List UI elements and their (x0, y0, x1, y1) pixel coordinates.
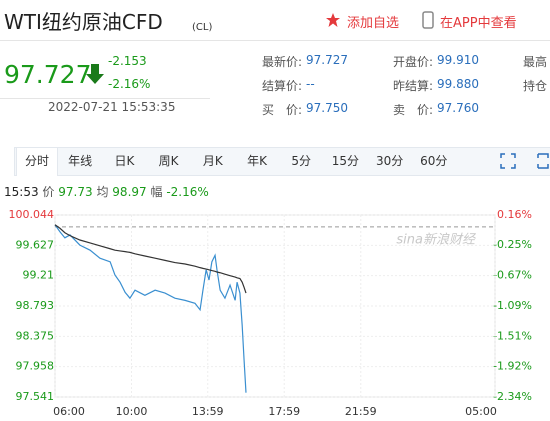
tab[interactable]: 年线 (68, 154, 93, 168)
info-value: 98.97 (112, 185, 147, 199)
info-label: 均 (96, 185, 109, 199)
tab[interactable]: 15分 (331, 154, 360, 168)
timestamp: 2022-07-21 15:53:35 (48, 100, 176, 114)
field-label: 最高 (523, 55, 548, 69)
y2-tick-label: -0.67% (493, 268, 532, 281)
field-label: 最新价: (262, 55, 303, 69)
y-tick-label: 99.21 (23, 269, 55, 282)
price: 97.727 (4, 60, 92, 89)
field-value: 99.880 (437, 77, 479, 91)
x-tick-label: 06:00 (53, 405, 85, 418)
info-row: 15:53 价 97.73 均 98.97 幅 -2.16% (4, 183, 209, 200)
y-tick-label: 97.958 (16, 360, 55, 373)
title: WTI纽约原油CFD (4, 10, 163, 34)
change-pct: -2.16% (108, 77, 151, 91)
info-value: 97.73 (58, 185, 93, 199)
tab[interactable]: 年K (247, 154, 267, 168)
tab[interactable]: 5分 (291, 154, 311, 168)
info-label: 幅 (150, 185, 163, 199)
down-arrow (86, 64, 104, 84)
y2-tick-label: -1.51% (493, 330, 532, 343)
watch-icon[interactable] (325, 12, 341, 28)
series-line (54, 224, 247, 294)
field-value: 97.727 (306, 53, 348, 67)
tab[interactable]: 30分 (375, 154, 404, 168)
tab-bar (14, 147, 550, 176)
y2-tick-label: -0.25% (493, 238, 532, 251)
y-tick-label: 100.044 (9, 208, 55, 221)
tool-icons[interactable] (500, 153, 550, 169)
series-line (54, 224, 247, 393)
y-tick-label: 98.375 (16, 329, 55, 342)
x-tick-label: 10:00 (116, 405, 148, 418)
tab[interactable]: 月K (202, 154, 223, 168)
y2-tick-label: -2.34% (493, 390, 532, 403)
y-tick-label: 98.793 (16, 299, 55, 312)
field-value: 97.750 (306, 101, 348, 115)
info-time: 15:53 (4, 185, 39, 199)
field-label: 买 价: (262, 103, 303, 117)
tab[interactable]: 周K (158, 154, 179, 168)
field-label: 昨结算: (393, 79, 434, 93)
add-watch[interactable]: 添加自选 (347, 16, 400, 31)
y2-tick-label: -1.92% (493, 359, 532, 372)
tab[interactable]: 分时 (16, 148, 58, 176)
y-tick-label: 97.541 (16, 390, 55, 403)
divider (0, 98, 210, 99)
info-label: 价 (42, 185, 55, 199)
code: (CL) (192, 22, 213, 33)
field-label: 持仓 (523, 79, 548, 93)
field-label: 卖 价: (393, 103, 434, 117)
field-label: 开盘价: (393, 55, 434, 69)
tab[interactable]: 日K (114, 154, 135, 168)
y2-tick-label: 0.16% (497, 208, 532, 221)
x-tick-label: 05:00 (465, 405, 497, 418)
field-value: 97.760 (437, 101, 479, 115)
x-tick-label: 17:59 (268, 405, 300, 418)
y-tick-label: 99.627 (16, 238, 55, 251)
tab[interactable]: 60分 (420, 154, 448, 168)
open-app[interactable]: 在APP中查看 (440, 16, 517, 31)
field-value: 99.910 (437, 53, 479, 67)
divider (0, 40, 550, 41)
x-tick-label: 13:59 (192, 405, 224, 418)
watermark: sina新浪财经 (396, 232, 477, 248)
change: -2.153 (108, 54, 147, 68)
field-value: -- (306, 77, 315, 91)
x-tick-label: 21:59 (345, 405, 377, 418)
info-value: -2.16% (166, 185, 209, 199)
field-label: 结算价: (262, 79, 303, 93)
y2-tick-label: -1.09% (493, 299, 532, 312)
phone-icon[interactable] (422, 11, 434, 29)
